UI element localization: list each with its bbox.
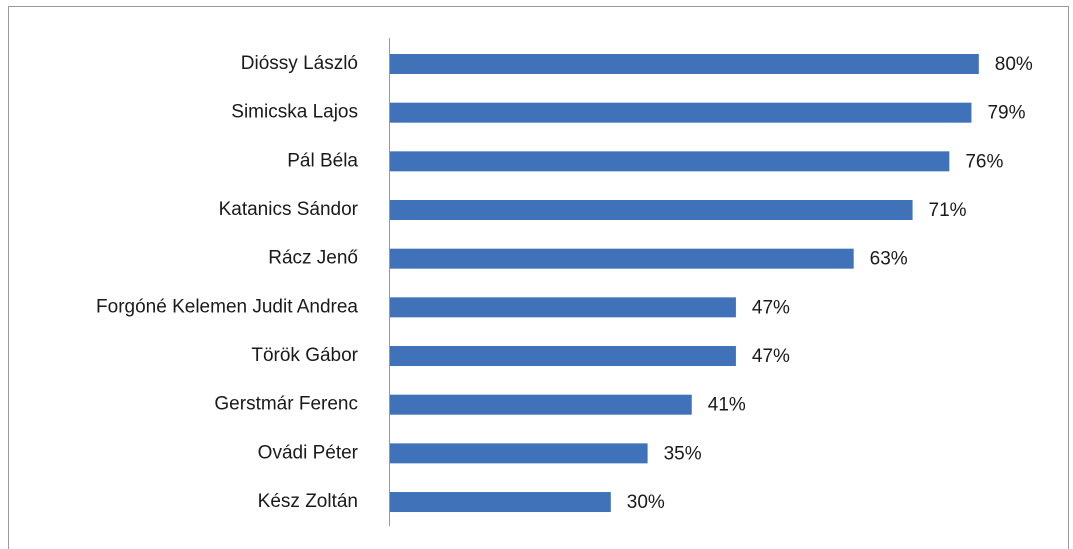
category-label: Katanics Sándor (219, 199, 359, 220)
category-label: Kész Zoltán (258, 491, 358, 512)
bar (390, 102, 972, 123)
category-label: Forgóné Kelemen Judit Andrea (96, 296, 358, 317)
category-label: Pál Béla (287, 150, 358, 171)
bar (390, 443, 648, 464)
bar (390, 297, 736, 318)
value-label: 63% (870, 249, 908, 270)
value-label: 30% (627, 492, 665, 513)
category-label: Dióssy László (241, 53, 358, 74)
bar (390, 151, 950, 172)
category-label: Gerstmár Ferenc (214, 394, 358, 415)
value-label: 76% (965, 151, 1003, 172)
value-label: 71% (929, 200, 967, 221)
category-label: Török Gábor (251, 345, 358, 366)
bar (390, 346, 736, 367)
value-label: 79% (987, 103, 1025, 124)
value-label: 47% (752, 346, 790, 367)
value-label: 80% (995, 54, 1033, 75)
bar (390, 394, 692, 415)
bar (390, 248, 854, 269)
value-label: 35% (664, 443, 702, 464)
bar (390, 200, 913, 221)
value-label: 47% (752, 297, 790, 318)
bar (390, 54, 979, 74)
chart-frame (8, 6, 1069, 549)
bar (390, 492, 611, 513)
category-label: Ovádi Péter (258, 442, 359, 463)
category-label: Simicska Lajos (231, 102, 358, 123)
value-label: 41% (708, 395, 746, 416)
category-label: Rácz Jenő (268, 248, 358, 269)
